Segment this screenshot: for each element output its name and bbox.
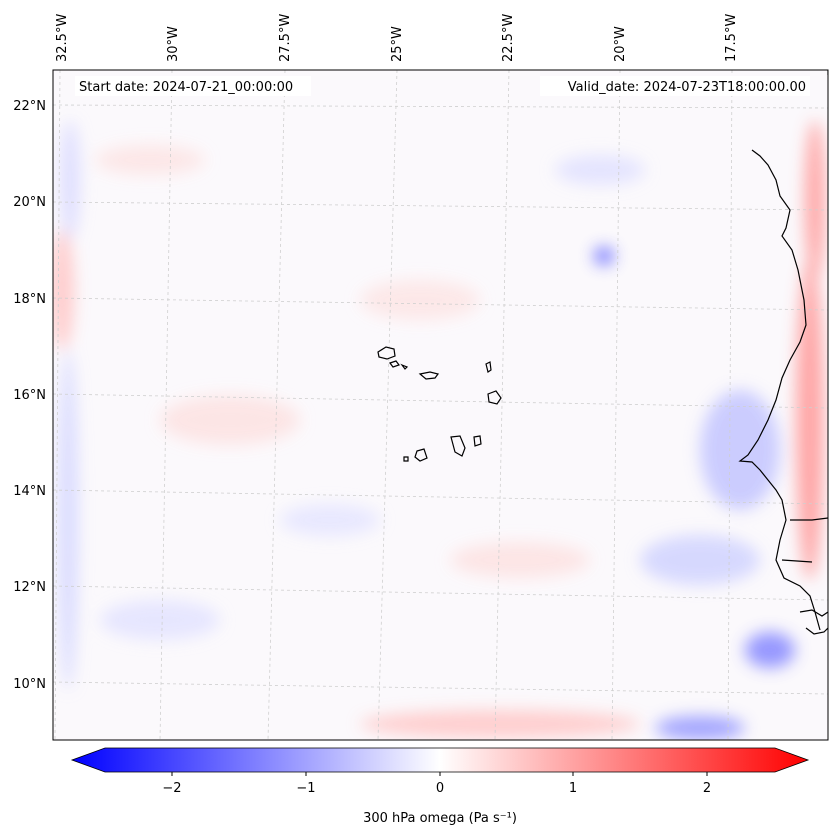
colorbar-bar (70, 747, 810, 773)
lat-label-22n: 22°N (13, 99, 46, 114)
colorbar-tick-1: 1 (569, 781, 577, 796)
valid-date-box (540, 76, 810, 96)
lat-label-20n: 20°N (13, 195, 46, 210)
lon-label-25w: 25°W (390, 26, 405, 62)
colorbar-label: 300 hPa omega (Pa s⁻¹) (363, 811, 517, 826)
lat-label-18n: 18°N (13, 292, 46, 307)
omega-field (53, 70, 828, 740)
start-date-label: Start date: 2024-07-21_00:00:00 (79, 80, 293, 95)
lat-label-12n: 12°N (13, 580, 46, 595)
cape-verde-islands (377, 346, 502, 462)
lon-label-20w: 20°W (613, 26, 628, 62)
colorbar-tick-neg2: −2 (162, 781, 181, 796)
lat-label-10n: 10°N (13, 677, 46, 692)
map-frame (52, 69, 829, 741)
lon-label-22-5w: 22.5°W (501, 14, 516, 62)
lon-label-17-5w: 17.5°W (724, 14, 739, 62)
valid-date-label: Valid_date: 2024-07-23T18:00:00.00 (568, 80, 806, 95)
colorbar-tick-0: 0 (436, 781, 444, 796)
lon-label-30w: 30°W (166, 26, 181, 62)
colorbar-tick-neg1: −1 (296, 781, 315, 796)
colorbar-tick-2: 2 (703, 781, 711, 796)
longitude-labels: 32.5°W 30°W 27.5°W 25°W 22.5°W 20°W 17.5… (55, 14, 739, 62)
coastline (738, 70, 828, 635)
lon-label-32-5w: 32.5°W (55, 14, 70, 62)
start-date-box (75, 76, 311, 96)
lat-label-16n: 16°N (13, 388, 46, 403)
latitude-labels: 22°N 20°N 18°N 16°N 14°N 12°N 10°N (13, 99, 46, 692)
lat-label-14n: 14°N (13, 484, 46, 499)
colorbar: −2 −1 0 1 2 300 hPa omega (Pa s⁻¹) (70, 747, 810, 826)
lon-label-27-5w: 27.5°W (278, 14, 293, 62)
gridlines (53, 70, 828, 740)
